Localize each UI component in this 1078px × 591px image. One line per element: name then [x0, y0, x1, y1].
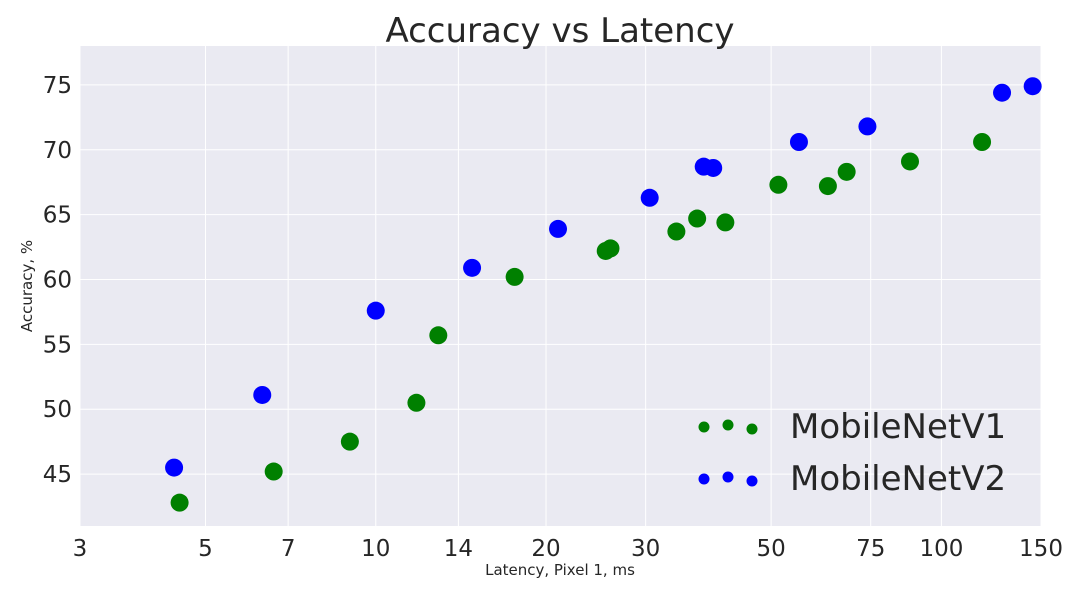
- data-point-mobilenetv2: [858, 117, 877, 136]
- chart-title: Accuracy vs Latency: [385, 11, 734, 51]
- y-tick-label: 65: [43, 203, 72, 229]
- x-tick-label: 30: [631, 536, 660, 562]
- y-tick-label: 70: [43, 138, 72, 164]
- x-tick-label: 14: [444, 536, 473, 562]
- y-tick-label: 75: [43, 73, 72, 99]
- data-point-mobilenetv2: [1023, 77, 1042, 96]
- x-tick-label: 75: [856, 536, 885, 562]
- data-point-mobilenetv1: [340, 432, 359, 451]
- legend: MobileNetV1 MobileNetV2: [698, 407, 1006, 499]
- grid: [79, 46, 1042, 526]
- data-point-mobilenetv1: [716, 213, 735, 232]
- y-tick-label: 60: [43, 268, 72, 294]
- legend-marker: [746, 475, 758, 487]
- data-point-mobilenetv2: [463, 258, 482, 277]
- data-point-mobilenetv1: [505, 267, 524, 286]
- x-tick-label: 10: [361, 536, 390, 562]
- x-tick-label: 5: [198, 536, 213, 562]
- y-axis-ticks: 45 50 55 60 65 70 75: [43, 73, 72, 488]
- x-tick-label: 150: [1019, 536, 1063, 562]
- data-point-mobilenetv1: [688, 209, 707, 228]
- plot-background: [80, 46, 1041, 526]
- y-tick-label: 55: [43, 332, 72, 358]
- data-point-mobilenetv1: [667, 222, 686, 241]
- legend-marker: [722, 419, 734, 431]
- x-tick-label: 50: [756, 536, 785, 562]
- y-axis-label: Accuracy, %: [18, 240, 36, 332]
- data-point-mobilenetv2: [789, 133, 808, 151]
- data-point-mobilenetv1: [769, 175, 788, 194]
- legend-entry-mobilenetv2: MobileNetV2: [698, 459, 1006, 499]
- data-points: [165, 77, 1042, 512]
- data-point-mobilenetv1: [818, 177, 837, 196]
- legend-marker: [698, 473, 710, 485]
- x-tick-label: 3: [73, 536, 88, 562]
- x-axis-ticks: 3 5 7 10 14 20 30 50 75 100 150: [73, 536, 1063, 562]
- x-tick-label: 100: [919, 536, 963, 562]
- data-point-mobilenetv2: [165, 458, 184, 477]
- y-tick-label: 45: [43, 462, 72, 488]
- x-tick-label: 7: [281, 536, 296, 562]
- data-point-mobilenetv1: [973, 133, 992, 151]
- legend-marker: [698, 421, 710, 433]
- data-point-mobilenetv2: [640, 188, 659, 207]
- data-point-mobilenetv2: [549, 219, 568, 238]
- data-point-mobilenetv2: [704, 158, 723, 177]
- legend-marker: [722, 471, 734, 483]
- x-axis-label: Latency, Pixel 1, ms: [485, 561, 635, 579]
- legend-entry-mobilenetv1: MobileNetV1: [698, 407, 1006, 447]
- data-point-mobilenetv1: [264, 462, 283, 481]
- data-point-mobilenetv2: [253, 385, 272, 404]
- legend-marker: [746, 423, 758, 435]
- y-tick-label: 50: [43, 397, 72, 423]
- data-point-mobilenetv1: [837, 162, 856, 181]
- data-point-mobilenetv1: [601, 239, 620, 258]
- data-point-mobilenetv1: [407, 393, 426, 412]
- legend-label: MobileNetV2: [790, 459, 1006, 499]
- data-point-mobilenetv1: [900, 152, 919, 171]
- x-tick-label: 20: [531, 536, 560, 562]
- data-point-mobilenetv2: [993, 83, 1012, 102]
- legend-label: MobileNetV1: [790, 407, 1006, 447]
- data-point-mobilenetv2: [366, 301, 385, 320]
- data-point-mobilenetv1: [170, 493, 189, 512]
- data-point-mobilenetv1: [429, 326, 448, 345]
